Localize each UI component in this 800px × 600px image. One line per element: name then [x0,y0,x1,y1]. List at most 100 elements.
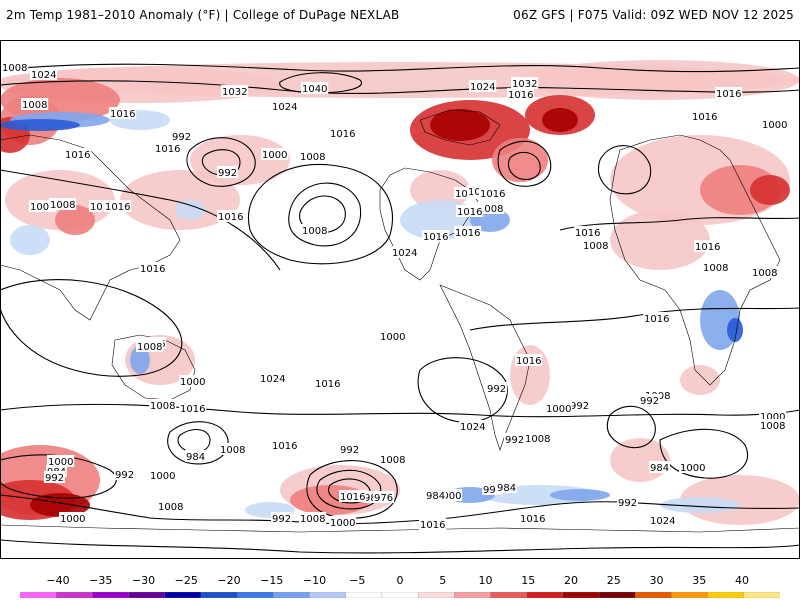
isobar-line [0,63,800,73]
colorbar-segment [236,592,274,598]
isobar-label: 1008 [150,401,175,412]
isobar-label-bg [379,453,407,465]
anomaly-region [750,175,790,205]
isobar-line [469,307,800,331]
isobar-label: 1016 [65,150,90,161]
isobar-line [306,460,398,519]
map-panel[interactable]: 1032102410081016103210401024103210241016… [0,40,800,559]
isobar-label-bg [507,88,535,100]
isobar-label-bg [1,61,29,73]
isobar-label-bg [64,148,92,160]
isobar-label-bg [139,262,167,274]
colorbar-legend: −40 −35 −30 −25 −20 −15 −10 −5 0 5 10 15 20 25 30 35 40 [0,568,800,600]
isobar-label-bg [479,187,507,199]
isobar-label: 1016 [716,89,741,100]
isobar-label-bg [259,372,287,384]
isobar-label: 1016 [420,520,445,531]
isobar-label-bg [261,148,289,160]
colorbar-tick-label: −35 [89,574,113,587]
isobar-label: 976 [374,493,393,504]
isobar-label-bg [496,481,517,493]
anomaly-region [430,109,490,141]
colorbar-segment [309,592,347,598]
colorbar-tick-label: 40 [735,574,749,587]
model-run-info: 06Z GFS | F075 Valid: 09Z WED NOV 12 202… [513,8,794,22]
isobar-label-bg [515,354,543,366]
isobar-label: 992 [172,132,191,143]
isobar-label-bg [639,394,660,406]
isobar-label: 1008 [302,226,327,237]
anomaly-region [542,108,578,132]
isobar-label: 1000 [180,377,205,388]
isobar-label-bg [569,399,590,411]
isobar-label: 992 [570,401,589,412]
isobar-label: 1016 [455,228,480,239]
isobar-line [659,428,748,479]
isobar-label: 1008 [525,434,550,445]
isobar-line [247,163,394,265]
isobar-line [507,151,541,181]
anomaly-region [10,225,50,255]
isobar-label-bg [314,377,342,389]
isobar-label: 1016 [695,242,720,253]
anomaly-region [660,497,740,513]
isobar-labels: 1032102410081016103210401024103210241016… [1,61,789,531]
isobar-line [0,403,800,418]
isobar-label: 1000 [262,150,287,161]
isobar-line [288,182,362,247]
isobar-label: 1008 [137,342,162,353]
isobar-label-bg [301,82,329,94]
isobar-label: 1016 [480,189,505,200]
isobar-line [279,72,363,94]
isobar-label-bg [373,491,394,503]
isobar-label: 1000 [762,120,787,131]
isobar-label-bg [154,142,182,154]
anomaly-region [680,365,720,395]
isobar-label: 1000 [60,514,85,525]
colorbar-segment [671,592,709,598]
isobar-label: 1016 [90,202,115,213]
isobar-label-bg [617,496,638,508]
isobar-label: 1000 [760,412,785,423]
isobar-label: 1016 [315,379,340,390]
isobar-label-bg [459,420,487,432]
isobar-label: 1016 [330,129,355,140]
isobar-label: 984 [497,483,516,494]
anomaly-map[interactable]: 1032102410081016103210401024103210241016… [0,40,800,559]
isobar-label-bg [21,98,49,110]
isobar-label: 1024 [392,248,417,259]
colorbar-tick-label: −15 [260,574,284,587]
isobar-label: 1016 [140,264,165,275]
isobar-label: 1008 [583,241,608,252]
isobar-label-bg [114,468,135,480]
isobar-label-bg [524,432,552,444]
colorbar-tick-label: 30 [649,574,664,587]
isobar-label: 1024 [260,374,285,385]
isobar-label: 1024 [650,516,675,527]
isobar-label-bg [271,100,299,112]
isobar-line [167,421,229,465]
isobar-label-bg [179,402,207,414]
isobar-label: 1008 [220,445,245,456]
anomaly-region [550,489,610,501]
colorbar-tick-label: 10 [478,574,493,587]
isobar-label: 992 [45,473,64,484]
isobar-label-bg [649,514,677,526]
colorbar-segment [598,592,636,598]
isobar-line [0,80,800,95]
isobar-label-bg [454,226,482,238]
isobar-label-bg [179,375,207,387]
isobar-line [559,217,800,231]
coastline [419,109,501,146]
isobar-label: 1024 [272,102,297,113]
isobar-label: 1000 [30,202,55,213]
isobar-label-bg [486,382,507,394]
isobar-label-bg [271,439,299,451]
colorbar-segment [417,592,455,598]
colorbar-segment [20,592,57,598]
isobar-label: 1008 [478,204,503,215]
isobar-label: 1008 [300,152,325,163]
isobar-label: 992 [272,514,291,525]
isobar-label-bg [456,205,484,217]
colorbar-segment [200,592,238,598]
